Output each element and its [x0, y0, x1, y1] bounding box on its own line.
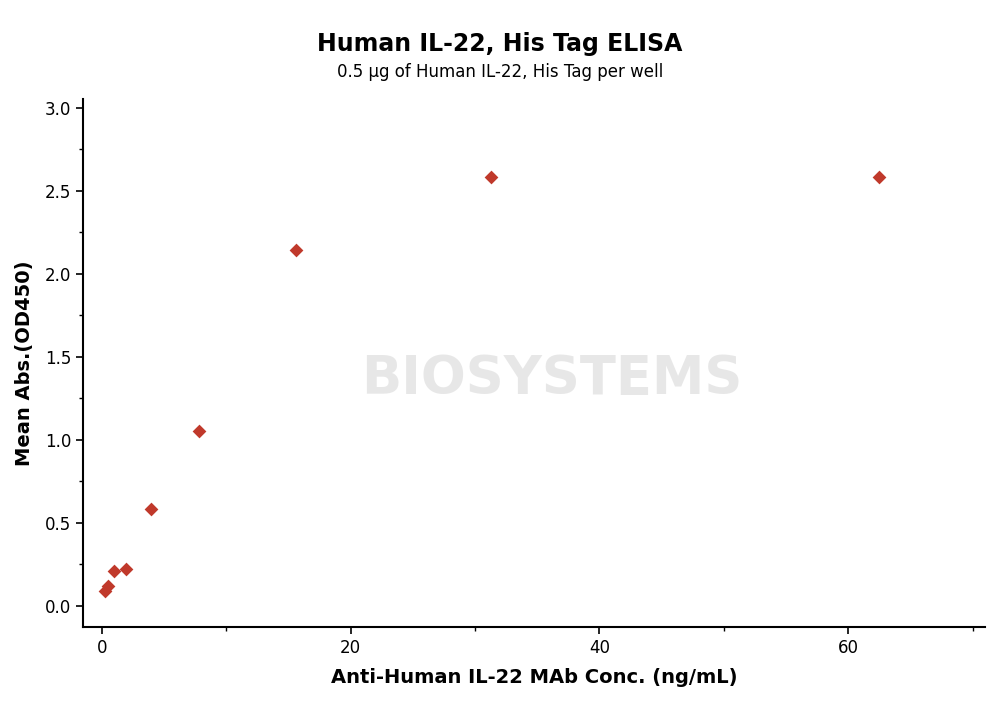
Point	[118, 564, 134, 575]
X-axis label: Anti-Human IL-22 MAb Conc. (ng/mL): Anti-Human IL-22 MAb Conc. (ng/mL)	[331, 668, 737, 687]
Point	[871, 171, 887, 183]
Point	[288, 245, 304, 256]
Point	[100, 580, 116, 591]
Text: Human IL-22, His Tag ELISA: Human IL-22, His Tag ELISA	[317, 32, 683, 55]
Point	[483, 171, 499, 183]
Text: BIOSYSTEMS: BIOSYSTEMS	[361, 353, 743, 405]
Y-axis label: Mean Abs.(OD450): Mean Abs.(OD450)	[15, 260, 34, 466]
Point	[97, 585, 113, 596]
Text: 0.5 μg of Human IL-22, His Tag per well: 0.5 μg of Human IL-22, His Tag per well	[337, 63, 663, 81]
Point	[191, 425, 207, 437]
Point	[106, 565, 122, 576]
Point	[143, 503, 159, 515]
